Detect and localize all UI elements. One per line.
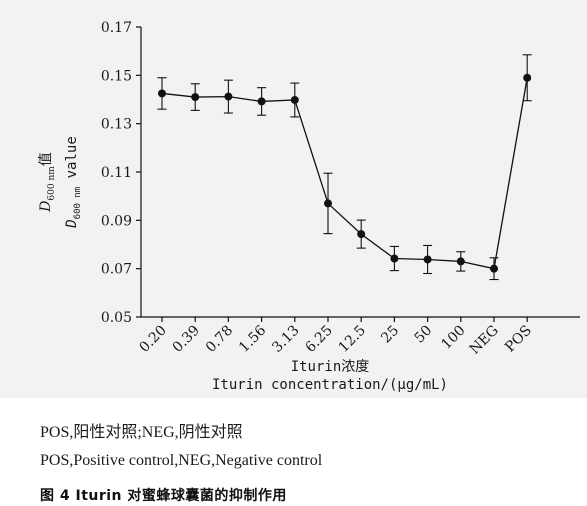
y-axis-ticks: 0.17 0.15 0.13 0.11 0.09 0.07 0.05 — [101, 20, 141, 326]
x-tick-label: NEG — [467, 323, 502, 358]
y-axis-label-cn: D600 nm值 — [38, 152, 57, 213]
x-tick-label: 25 — [378, 323, 402, 347]
abbreviation-note-en: POS,Positive control,NEG,Negative contro… — [40, 452, 323, 469]
y-axis-label-en-group: D600 nm value — [64, 136, 83, 229]
y-tick-label: 0.15 — [101, 68, 132, 84]
figure-caption: 图 4 Iturin 对蜜蜂球囊菌的抑制作用 — [40, 488, 287, 504]
data-point — [158, 89, 166, 98]
y-tick-label: 0.07 — [101, 262, 132, 278]
x-axis-label-cn: Iturin浓度 — [291, 359, 370, 375]
line-chart: 0.17 0.15 0.13 0.11 0.09 0.07 0.05 0.20 0.39 0.7… — [38, 20, 580, 393]
data-point — [423, 255, 432, 264]
data-point — [224, 92, 233, 101]
y-tick-label: 0.05 — [101, 310, 132, 326]
x-tick-label: 0.39 — [170, 323, 203, 356]
x-tick-label: 6.25 — [302, 323, 335, 356]
x-axis-label-en: Iturin concentration/(μg/mL) — [212, 377, 448, 393]
y-tick-label: 0.13 — [101, 117, 132, 133]
data-point — [490, 264, 498, 273]
figure-panel: 0.17 0.15 0.13 0.11 0.09 0.07 0.05 0.20 0.39 0.7… — [0, 0, 587, 398]
abbreviation-note-cn: POS,阳性对照;NEG,阴性对照 — [40, 424, 243, 441]
data-point — [290, 95, 299, 104]
data-point — [324, 199, 332, 208]
chart-axes — [140, 27, 580, 318]
x-tick-label: 1.56 — [236, 322, 269, 355]
data-point — [191, 93, 200, 102]
series-line — [161, 77, 528, 270]
y-tick-label: 0.09 — [101, 213, 132, 229]
data-point — [390, 254, 399, 263]
x-tick-label: 3.13 — [269, 323, 302, 356]
x-tick-label: 50 — [412, 323, 436, 347]
x-tick-label: POS — [502, 323, 535, 356]
x-tick-label: 0.20 — [136, 323, 169, 356]
x-tick-label: 12.5 — [336, 323, 369, 356]
data-series — [157, 54, 532, 281]
y-tick-label: 0.11 — [101, 165, 132, 181]
y-tick-label: 0.17 — [101, 20, 132, 36]
data-point — [357, 230, 366, 239]
y-axis-label-en: D600 nm value — [64, 136, 83, 229]
data-point — [456, 257, 465, 266]
x-tick-label: 0.78 — [203, 323, 236, 356]
y-axis-label-cn-group: D600 nm值 — [38, 152, 57, 213]
data-point — [257, 97, 266, 106]
data-point — [523, 73, 532, 82]
x-tick-label: 100 — [438, 323, 468, 353]
